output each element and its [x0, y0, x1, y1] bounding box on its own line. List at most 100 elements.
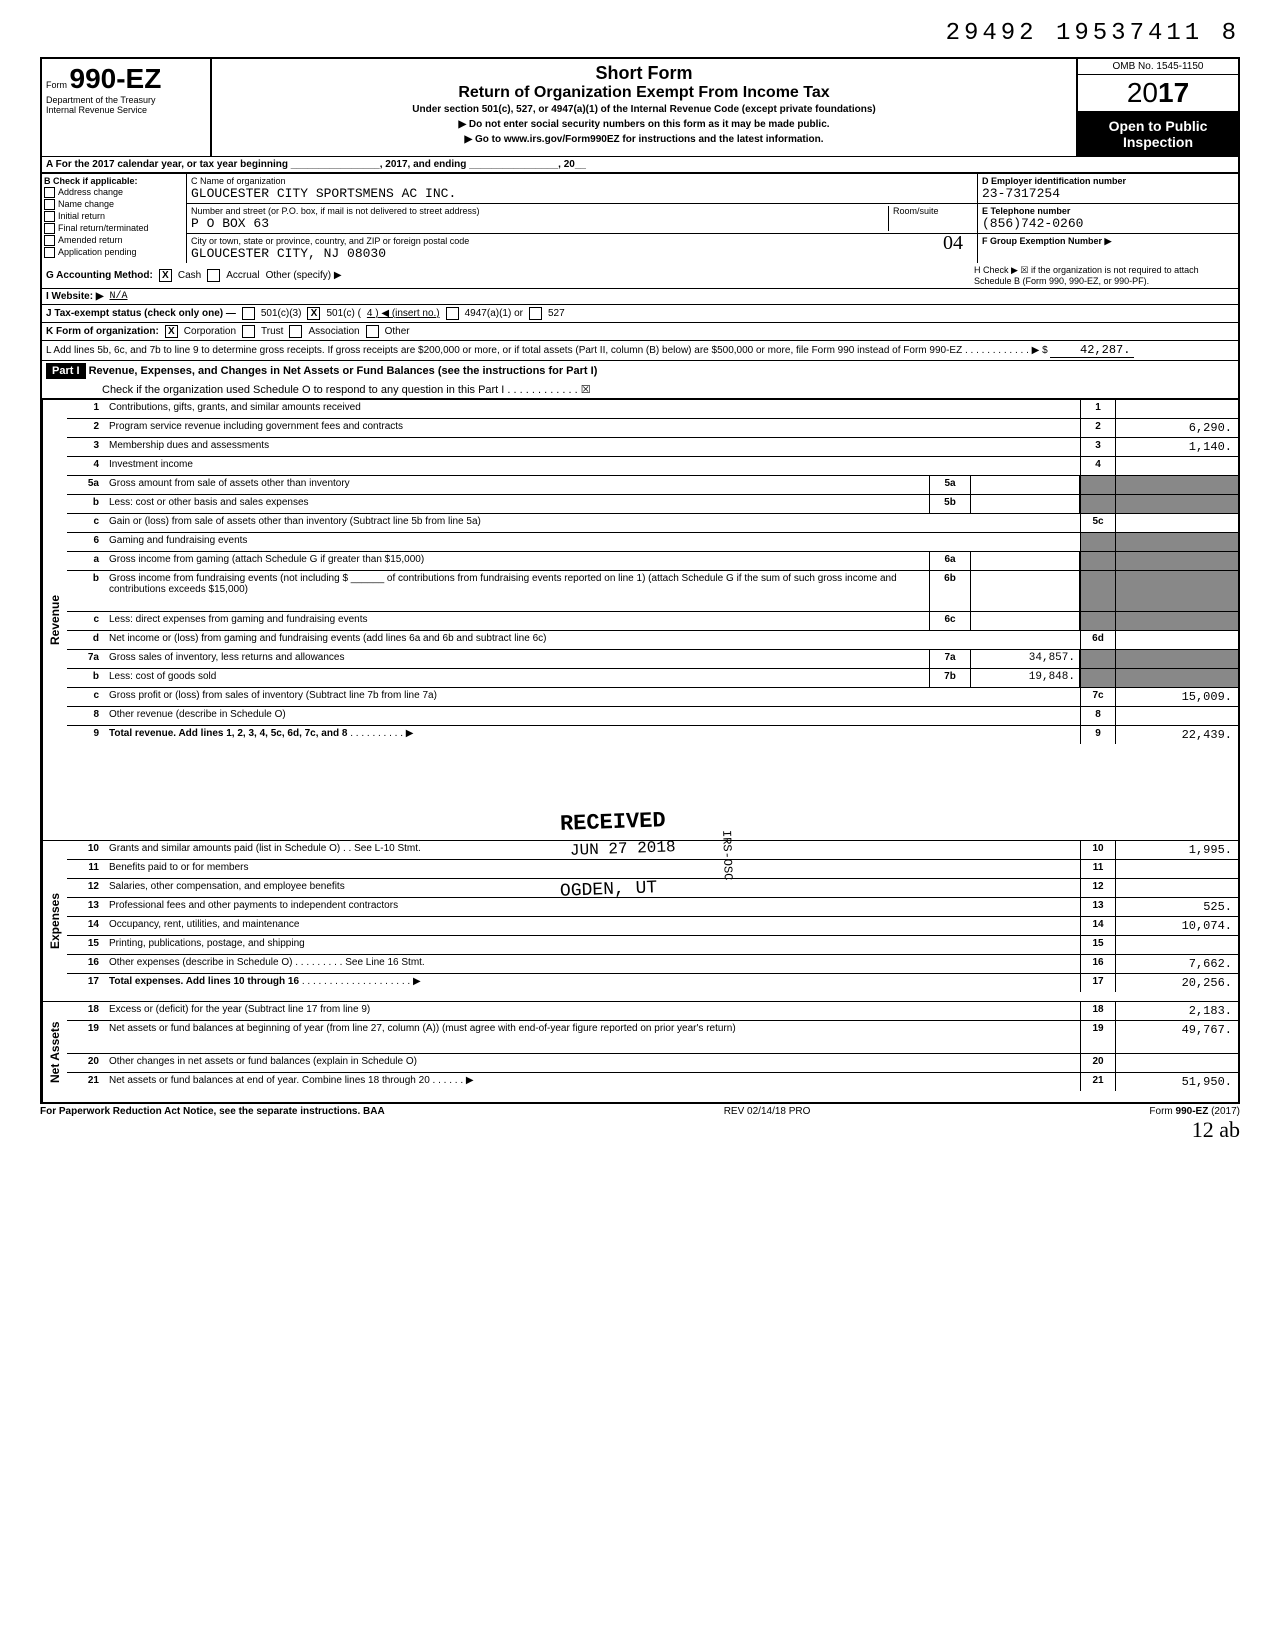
ln-5a: 5a: [67, 476, 105, 494]
mval-5a: [971, 476, 1080, 494]
checkbox-initial-return[interactable]: [44, 211, 55, 222]
form-prefix: Form 990-EZ: [46, 63, 206, 95]
j-527: 527: [548, 308, 565, 319]
val-5c: [1115, 514, 1238, 532]
city-state-zip: GLOUCESTER CITY, NJ 08030: [191, 246, 973, 261]
rsh-6b: [1080, 571, 1115, 611]
ln-7b: b: [67, 669, 105, 687]
val-17: 20,256.: [1115, 974, 1238, 992]
val-3: 1,140.: [1115, 438, 1238, 456]
ln-6b: b: [67, 571, 105, 611]
j-4947: 4947(a)(1) or: [465, 308, 523, 319]
checkbox-address-change[interactable]: [44, 187, 55, 198]
checkbox-accrual[interactable]: [207, 269, 220, 282]
po-box: P O BOX 63: [191, 216, 888, 231]
ln-2: 2: [67, 419, 105, 437]
ln-15: 15: [67, 936, 105, 954]
footer-left: For Paperwork Reduction Act Notice, see …: [40, 1106, 385, 1117]
checkbox-name-change[interactable]: [44, 199, 55, 210]
rbox-12: 12: [1080, 879, 1115, 897]
checkbox-k-other[interactable]: [366, 325, 379, 338]
form-number: 990-EZ: [70, 63, 162, 94]
val-14: 10,074.: [1115, 917, 1238, 935]
checkbox-corp[interactable]: X: [165, 325, 178, 338]
rsh-6: [1080, 533, 1115, 551]
checkbox-trust[interactable]: [242, 325, 255, 338]
ln-6c: c: [67, 612, 105, 630]
rsh-7b: [1080, 669, 1115, 687]
checkbox-cash[interactable]: X: [159, 269, 172, 282]
mbox-5b: 5b: [929, 495, 971, 513]
checkbox-501c[interactable]: X: [307, 307, 320, 320]
rbox-9: 9: [1080, 726, 1115, 744]
rbox-19: 19: [1080, 1021, 1115, 1053]
desc-5c: Gain or (loss) from sale of assets other…: [105, 514, 1080, 532]
k-corp: Corporation: [184, 326, 236, 337]
desc-7c: Gross profit or (loss) from sales of inv…: [105, 688, 1080, 706]
l-text: L Add lines 5b, 6c, and 7b to line 9 to …: [46, 345, 1048, 356]
part1-title: Revenue, Expenses, and Changes in Net As…: [89, 365, 598, 377]
phone: (856)742-0260: [982, 216, 1234, 231]
val-8: [1115, 707, 1238, 725]
ln-21: 21: [67, 1073, 105, 1091]
rbox-13: 13: [1080, 898, 1115, 916]
desc-12: Salaries, other compensation, and employ…: [105, 879, 1080, 897]
val-9: 22,439.: [1115, 726, 1238, 744]
ln-12: 12: [67, 879, 105, 897]
desc-17: Total expenses. Add lines 10 through 16 …: [105, 974, 1080, 992]
checkbox-amended[interactable]: [44, 235, 55, 246]
rbox-15: 15: [1080, 936, 1115, 954]
val-4: [1115, 457, 1238, 475]
dept-treasury: Department of the Treasury: [46, 95, 206, 105]
rbox-7c: 7c: [1080, 688, 1115, 706]
rvsh-7b: [1115, 669, 1238, 687]
desc-3: Membership dues and assessments: [105, 438, 1080, 456]
city-label: City or town, state or province, country…: [191, 236, 973, 246]
ein: 23-7317254: [982, 186, 1234, 201]
ln-6: 6: [67, 533, 105, 551]
form-header: Form 990-EZ Department of the Treasury I…: [40, 57, 1240, 156]
checkbox-final-return[interactable]: [44, 223, 55, 234]
val-2: 6,290.: [1115, 419, 1238, 437]
l-amount: 42,287.: [1050, 343, 1134, 358]
ln-10: 10: [67, 841, 105, 859]
rbox-11: 11: [1080, 860, 1115, 878]
rsh-6a: [1080, 552, 1115, 570]
desc-1: Contributions, gifts, grants, and simila…: [105, 400, 1080, 418]
checkbox-501c3[interactable]: [242, 307, 255, 320]
rbox-5c: 5c: [1080, 514, 1115, 532]
ln-5b: b: [67, 495, 105, 513]
footer-mid: REV 02/14/18 PRO: [724, 1106, 811, 1117]
ln-16: 16: [67, 955, 105, 973]
rbox-10: 10: [1080, 841, 1115, 859]
under-section: Under section 501(c), 527, or 4947(a)(1)…: [220, 104, 1068, 115]
k-assoc: Association: [308, 326, 359, 337]
row-a-calendar-year: A For the 2017 calendar year, or tax yea…: [40, 156, 1240, 174]
rbox-20: 20: [1080, 1054, 1115, 1072]
mbox-7b: 7b: [929, 669, 971, 687]
rvsh-6a: [1115, 552, 1238, 570]
desc-4: Investment income: [105, 457, 1080, 475]
ln-7c: c: [67, 688, 105, 706]
checkbox-assoc[interactable]: [289, 325, 302, 338]
b-item-1: Name change: [58, 199, 114, 210]
checkbox-pending[interactable]: [44, 247, 55, 258]
desc-7a: Gross sales of inventory, less returns a…: [105, 650, 929, 668]
ln-8: 8: [67, 707, 105, 725]
rbox-18: 18: [1080, 1002, 1115, 1020]
ln-7a: 7a: [67, 650, 105, 668]
checkbox-527[interactable]: [529, 307, 542, 320]
desc-7b: Less: cost of goods sold: [105, 669, 929, 687]
val-20: [1115, 1054, 1238, 1072]
side-revenue: Revenue: [42, 400, 67, 840]
b-item-0: Address change: [58, 187, 123, 198]
val-13: 525.: [1115, 898, 1238, 916]
rsh-5a: [1080, 476, 1115, 494]
ln-1: 1: [67, 400, 105, 418]
desc-6: Gaming and fundraising events: [105, 533, 1080, 551]
k-other: Other: [385, 326, 410, 337]
c-label: C Name of organization: [191, 176, 973, 186]
mval-6a: [971, 552, 1080, 570]
checkbox-4947[interactable]: [446, 307, 459, 320]
g-cash: Cash: [178, 270, 201, 281]
